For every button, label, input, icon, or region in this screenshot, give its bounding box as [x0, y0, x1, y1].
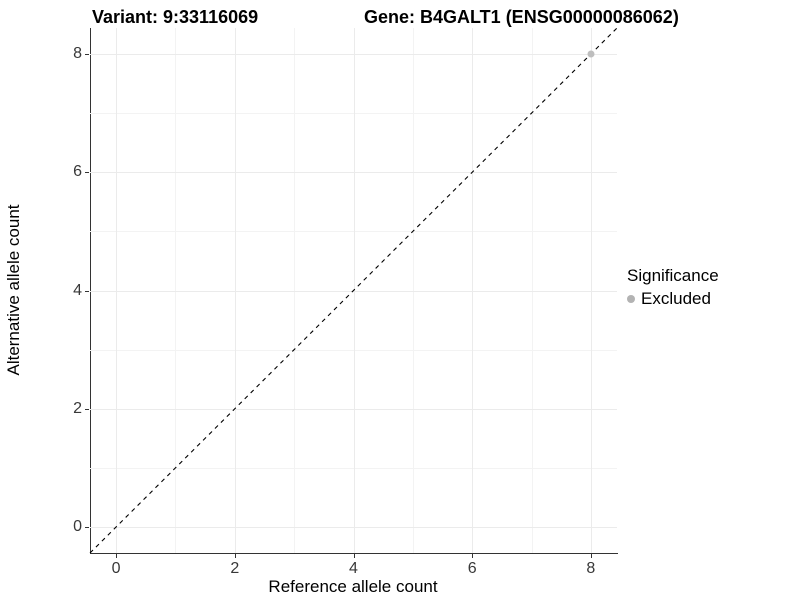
x-tick-mark-2 — [353, 554, 355, 558]
x-tick-mark-4 — [590, 554, 592, 558]
y-tick-mark-1 — [85, 408, 89, 410]
x-tick-label-4: 8 — [586, 560, 596, 577]
x-axis-title: Reference allele count — [268, 577, 438, 596]
x-tick-label-3: 6 — [467, 560, 477, 577]
identity-dashed-line — [89, 27, 618, 554]
plot-title-variant: Variant: 9:33116069 — [92, 7, 259, 27]
y-tick-mark-0 — [85, 526, 89, 528]
legend-entries: Excluded — [627, 289, 719, 309]
gridline-major-y-3 — [90, 172, 617, 174]
gridline-major-y-0 — [90, 526, 617, 528]
y-tick-label-4: 8 — [73, 45, 82, 62]
x-tick-mark-0 — [116, 554, 118, 558]
legend-key-dot-icon — [627, 295, 635, 303]
legend-entry-0: Excluded — [627, 289, 719, 309]
y-tick-label-1: 2 — [73, 399, 82, 417]
y-tick-mark-3 — [85, 172, 89, 174]
data-point-excluded-0 — [587, 50, 595, 58]
y-tick-label-2: 4 — [73, 281, 82, 299]
x-tick-mark-1 — [234, 554, 236, 558]
x-tick-label-0: 0 — [111, 560, 121, 577]
gridline-major-y-4 — [90, 54, 617, 55]
gridline-major-y-1 — [90, 408, 617, 410]
x-tick-mark-3 — [472, 554, 474, 558]
legend-title: Significance — [627, 266, 719, 285]
legend-entry-label: Excluded — [641, 289, 711, 308]
x-tick-label-1: 2 — [230, 560, 240, 577]
y-tick-label-3: 6 — [73, 163, 82, 181]
legend: Significance Excluded — [627, 266, 719, 309]
y-tick-mark-2 — [85, 290, 89, 292]
y-tick-mark-4 — [85, 54, 89, 55]
y-tick-label-0: 0 — [73, 517, 82, 535]
plot-title-gene: Gene: B4GALT1 (ENSG00000086062) — [364, 7, 679, 27]
x-tick-label-2: 4 — [349, 560, 358, 577]
